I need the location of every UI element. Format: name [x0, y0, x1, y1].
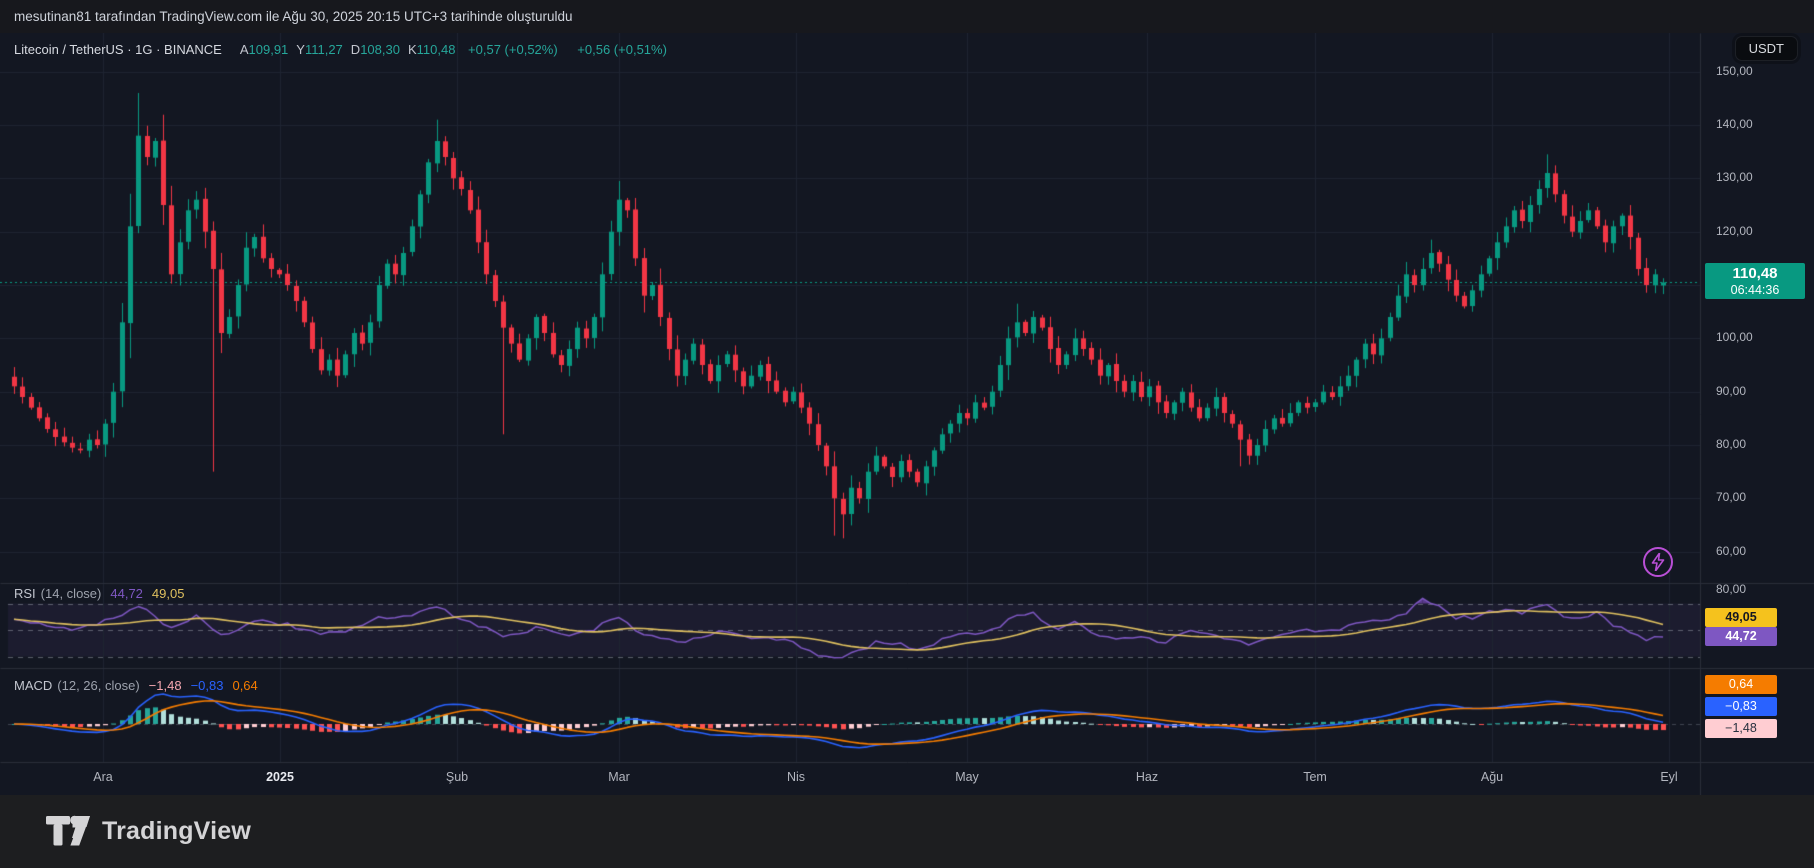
macd-params: (12, 26, close): [57, 678, 140, 693]
last-price-badge: 110,48 06:44:36: [1705, 263, 1805, 300]
rsi-legend[interactable]: RSI (14, close) 44,72 49,05: [14, 586, 184, 601]
symbol-title: Litecoin / TetherUS · 1G · BINANCE: [14, 42, 222, 57]
rsi-axis-label: 80,00: [1716, 582, 1747, 597]
rsi-ma-value: 49,05: [151, 586, 185, 601]
ohlc-value: 108,30: [360, 42, 400, 57]
price-axis-label: 130,00: [1716, 170, 1753, 185]
rsi-value: 44,72: [110, 586, 143, 601]
macd-title: MACD: [14, 678, 53, 693]
rsi-title: RSI: [14, 586, 36, 601]
macd-legend[interactable]: MACD (12, 26, close) −1,48 −0,83 0,64: [14, 678, 258, 693]
export-attribution-bar: mesutinan81 tarafından TradingView.com i…: [0, 0, 1814, 33]
footer-bar: TradingView: [0, 795, 1814, 868]
price-axis-label: 140,00: [1716, 117, 1753, 131]
tradingview-mark-icon: [46, 815, 90, 846]
time-axis-label: Haz: [1135, 770, 1159, 784]
change-value: +0,57 (+0,52%): [468, 42, 558, 57]
chart-legend[interactable]: Litecoin / TetherUS · 1G · BINANCE A109,9…: [14, 42, 667, 57]
time-axis-label: May: [955, 770, 979, 784]
time-axis-label: Ağu: [1480, 770, 1504, 784]
chart-area: Litecoin / TetherUS · 1G · BINANCE A109,9…: [0, 33, 1814, 795]
macd-line-badge: −0,83: [1705, 697, 1777, 716]
time-axis-label: Tem: [1303, 770, 1327, 784]
time-axis-label: Eyl: [1660, 770, 1678, 784]
price-axis-label: 150,00: [1716, 63, 1753, 78]
time-axis-label: Şub: [445, 770, 469, 784]
lightning-icon: [1651, 553, 1665, 571]
rsi-value-badge: 44,72: [1705, 627, 1777, 647]
macd-hist-value: −1,48: [148, 678, 182, 693]
ohlc-letter: A: [239, 42, 249, 57]
price-axis-label: 120,00: [1716, 223, 1753, 238]
macd-signal-value: 0,64: [232, 678, 258, 693]
rsi-ma-badge: 49,05: [1705, 607, 1777, 627]
time-axis-label: Nis: [786, 770, 806, 784]
price-axis-label: 60,00: [1716, 543, 1747, 558]
macd-line-value: −0,83: [190, 678, 224, 693]
time-axis-label: Mar: [608, 770, 630, 784]
price-chart-canvas[interactable]: [0, 33, 1814, 795]
macd-signal-badge: 0,64: [1705, 675, 1777, 694]
currency-toggle-button[interactable]: USDT: [1734, 36, 1798, 61]
price-axis-label: 70,00: [1716, 490, 1747, 505]
ohlc-letter: K: [407, 42, 417, 57]
bar-countdown: 06:44:36: [1730, 283, 1780, 298]
lightning-boost-button[interactable]: [1643, 547, 1673, 577]
extended-change-value: +0,56 (+0,51%): [577, 42, 667, 57]
price-axis-label: 90,00: [1716, 383, 1747, 398]
ohlc-letter: D: [350, 42, 361, 57]
price-axis-label: 100,00: [1716, 330, 1753, 345]
ohlc-value: 109,91: [248, 42, 289, 57]
ohlc-value: 110,48: [416, 42, 456, 57]
time-axis-label: Ara: [93, 770, 113, 784]
tradingview-logo[interactable]: TradingView: [46, 812, 251, 850]
price-axis-label: 80,00: [1716, 437, 1747, 451]
macd-hist-badge: −1,48: [1705, 719, 1777, 738]
ohlc-letter: Y: [296, 42, 305, 57]
attribution-text: mesutinan81 tarafından TradingView.com i…: [14, 9, 573, 24]
rsi-params: (14, close): [40, 586, 102, 601]
time-axis-label: 2025: [266, 770, 294, 784]
tradingview-wordmark: TradingView: [102, 816, 252, 845]
ohlc-value: 111,27: [304, 42, 343, 57]
last-price-value: 110,48: [1732, 265, 1778, 283]
